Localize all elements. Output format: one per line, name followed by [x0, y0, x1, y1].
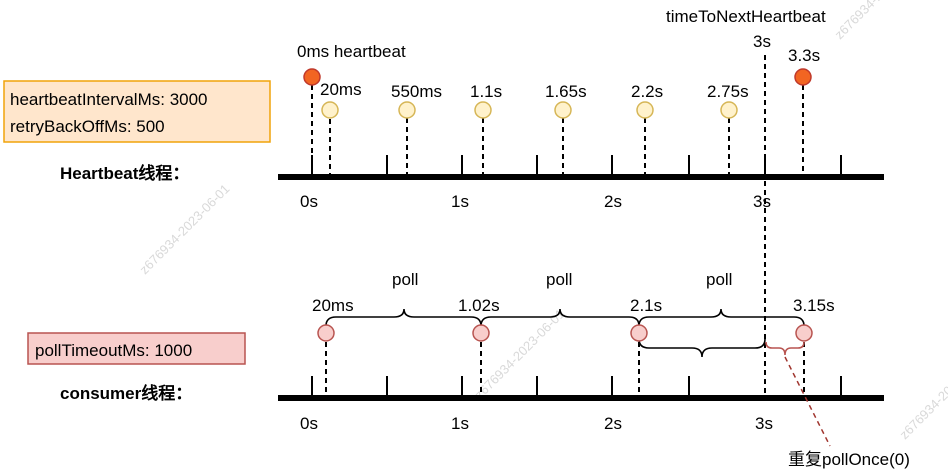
watermark: z676934-2023-06-01: [832, 0, 928, 42]
poll-event-label-20ms: 20ms: [312, 296, 354, 315]
poll-timeout-config: pollTimeoutMs: 1000: [35, 341, 192, 360]
axis-tick-label-3s: 3s: [755, 414, 773, 433]
axis-tick-label-2s: 2s: [604, 192, 622, 211]
heartbeat-first-event-label: 0ms heartbeat: [297, 42, 406, 61]
axis-tick-label-0s: 0s: [300, 414, 318, 433]
time-to-next-heartbeat-label: timeToNextHeartbeat: [666, 7, 826, 26]
consumer-thread-label: consumer线程：: [60, 383, 192, 403]
heartbeat-marker-0ms: [303, 68, 321, 86]
poll-braces: [325, 308, 805, 327]
repeat-poll-once-label: 重复pollOnce(0): [788, 450, 910, 469]
time-to-next-heartbeat-value: 3s: [753, 32, 771, 51]
heartbeat-config-frame: [3, 80, 271, 143]
retry-marker-1-1s: [474, 101, 492, 119]
axis-tick-label-2s: 2s: [604, 414, 622, 433]
watermark: z676934-2023-06-01: [897, 346, 948, 442]
poll-marker-2-1s: [630, 324, 648, 342]
poll-label: poll: [546, 270, 572, 289]
watermarks: z676934-2023-06-01 z676934-2023-06-01 z6…: [137, 0, 948, 442]
axis-tick-label-0s: 0s: [300, 192, 318, 211]
wait-brace: [638, 338, 766, 358]
poll-event-label-1-02s: 1.02s: [458, 296, 500, 315]
watermark: z676934-2023-06-01: [137, 181, 233, 277]
heartbeat-config-box: heartbeatIntervalMs: 3000 retryBackOffMs…: [3, 80, 271, 143]
retry-marker-20ms: [321, 101, 339, 119]
repeat-brace: [765, 341, 805, 356]
event-label-550ms: 550ms: [391, 82, 442, 101]
heartbeat-thread-label: Heartbeat线程：: [60, 163, 189, 183]
heartbeat-event-drops: [311, 85, 804, 177]
event-label-2-75s: 2.75s: [707, 82, 749, 101]
event-label-1-1s: 1.1s: [470, 82, 502, 101]
poll-config-box: pollTimeoutMs: 1000: [27, 332, 246, 365]
axis-tick-label-3s: 3s: [753, 192, 771, 211]
poll-marker-3-15s: [795, 324, 813, 342]
poll-brace: [480, 308, 640, 327]
retry-marker-2-75s: [720, 101, 738, 119]
retry-marker-2-2s: [636, 101, 654, 119]
watermark: z676934-2023-06-01: [472, 306, 568, 402]
poll-event-label-2-1s: 2.1s: [630, 296, 662, 315]
axis-tick-label-1s: 1s: [451, 414, 469, 433]
poll-label: poll: [392, 270, 418, 289]
poll-marker-20ms: [317, 324, 335, 342]
poll-label: poll: [706, 270, 732, 289]
event-label-2-2s: 2.2s: [631, 82, 663, 101]
heartbeat-axis: 0s 1s 2s 3s: [278, 155, 884, 211]
poll-brace: [325, 308, 482, 327]
poll-marker-1-02s: [472, 324, 490, 342]
consumer-event-drops: [325, 342, 805, 398]
axis-tick-label-1s: 1s: [451, 192, 469, 211]
retry-marker-550ms: [398, 101, 416, 119]
event-label-3-3s: 3.3s: [788, 46, 820, 65]
heartbeat-marker-3-3s: [794, 68, 812, 86]
heartbeat-interval-config: heartbeatIntervalMs: 3000: [10, 90, 208, 109]
poll-config-frame: [27, 332, 246, 365]
poll-brace: [638, 308, 805, 327]
repeat-poll-once-pointer: [784, 356, 831, 447]
poll-event-label-3-15s: 3.15s: [793, 296, 835, 315]
event-label-1-65s: 1.65s: [545, 82, 587, 101]
event-label-20ms: 20ms: [320, 80, 362, 99]
consumer-axis: 0s 1s 2s 3s: [278, 376, 884, 433]
retry-backoff-config: retryBackOffMs: 500: [10, 117, 165, 136]
retry-marker-1-65s: [554, 101, 572, 119]
